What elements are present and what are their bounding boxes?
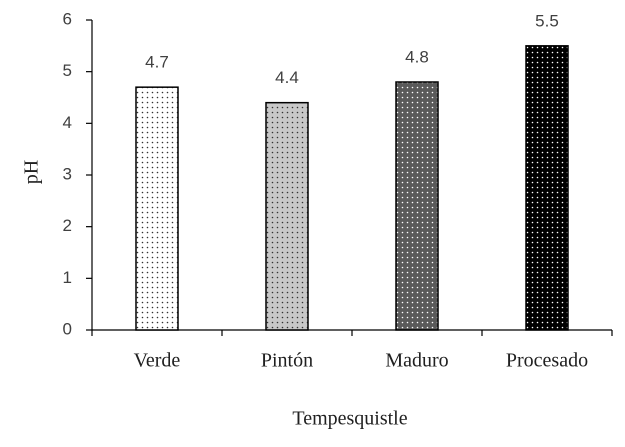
value-label: 4.4 bbox=[275, 68, 299, 87]
y-tick-label: 6 bbox=[63, 9, 72, 28]
y-tick-label: 4 bbox=[63, 113, 72, 132]
x-tick-label: Maduro bbox=[385, 350, 448, 372]
x-tick-label: Verde bbox=[134, 350, 181, 372]
y-tick-label: 0 bbox=[63, 319, 72, 338]
x-tick-label: Procesado bbox=[506, 350, 588, 372]
bar bbox=[395, 81, 439, 331]
value-label: 5.5 bbox=[535, 11, 559, 30]
y-axis-label: pH bbox=[21, 160, 43, 184]
y-tick-label: 5 bbox=[63, 61, 72, 80]
value-label: 4.7 bbox=[145, 53, 169, 72]
value-label: 4.8 bbox=[405, 47, 429, 66]
y-tick-label: 3 bbox=[63, 164, 72, 183]
y-tick-label: 2 bbox=[63, 216, 72, 235]
x-tick-label: Pintón bbox=[261, 350, 313, 372]
x-axis-label: Tempesquistle bbox=[292, 408, 407, 430]
y-tick-label: 1 bbox=[63, 268, 72, 287]
bar bbox=[525, 45, 569, 331]
bar bbox=[135, 86, 179, 331]
bar bbox=[265, 101, 309, 331]
